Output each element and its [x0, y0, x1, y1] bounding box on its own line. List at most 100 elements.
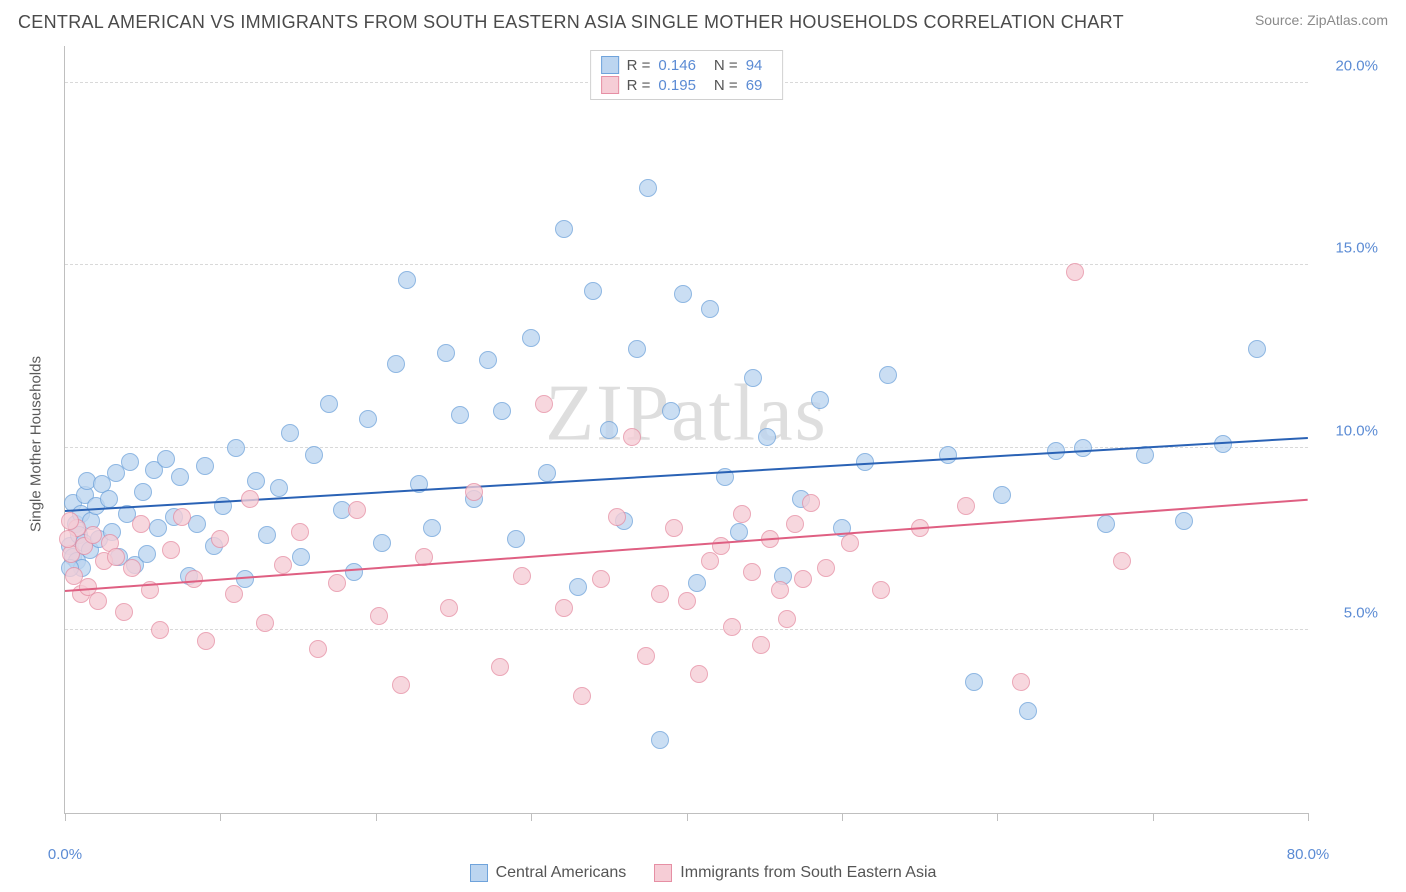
data-point — [84, 526, 102, 544]
data-point — [373, 534, 391, 552]
chart-title: CENTRAL AMERICAN VS IMMIGRANTS FROM SOUT… — [18, 12, 1124, 33]
series-legend: Central AmericansImmigrants from South E… — [0, 864, 1406, 882]
data-point — [743, 563, 761, 581]
data-point — [134, 483, 152, 501]
data-point — [639, 179, 657, 197]
data-point — [188, 515, 206, 533]
legend-row: R =0.195N =69 — [601, 75, 773, 95]
data-point — [723, 618, 741, 636]
data-point — [123, 559, 141, 577]
x-tick — [1308, 813, 1309, 821]
r-label: R = — [627, 57, 651, 74]
data-point — [227, 439, 245, 457]
data-point — [730, 523, 748, 541]
legend-swatch — [654, 864, 672, 882]
data-point — [817, 559, 835, 577]
data-point — [281, 424, 299, 442]
legend-label: Immigrants from South Eastern Asia — [680, 864, 936, 882]
data-point — [993, 486, 1011, 504]
legend-swatch — [601, 56, 619, 74]
data-point — [1019, 702, 1037, 720]
data-point — [690, 665, 708, 683]
data-point — [957, 497, 975, 515]
data-point — [879, 366, 897, 384]
data-point — [241, 490, 259, 508]
y-tick-label: 15.0% — [1335, 240, 1378, 257]
r-value: 0.146 — [658, 57, 696, 74]
data-point — [688, 574, 706, 592]
data-point — [662, 402, 680, 420]
data-point — [1074, 439, 1092, 457]
data-point — [555, 599, 573, 617]
data-point — [555, 220, 573, 238]
data-point — [786, 515, 804, 533]
data-point — [100, 490, 118, 508]
data-point — [651, 731, 669, 749]
scatter-plot: ZIPatlas R =0.146N =94R =0.195N =69 5.0%… — [64, 46, 1308, 814]
data-point — [345, 563, 363, 581]
data-point — [744, 369, 762, 387]
source-label: Source: ZipAtlas.com — [1255, 12, 1388, 28]
data-point — [1248, 340, 1266, 358]
data-point — [841, 534, 859, 552]
y-axis-label: Single Mother Households — [28, 356, 45, 532]
data-point — [149, 519, 167, 537]
r-value: 0.195 — [658, 77, 696, 94]
data-point — [712, 537, 730, 555]
data-point — [359, 410, 377, 428]
data-point — [440, 599, 458, 617]
x-tick — [531, 813, 532, 821]
data-point — [258, 526, 276, 544]
data-point — [1066, 263, 1084, 281]
data-point — [674, 285, 692, 303]
data-point — [491, 658, 509, 676]
data-point — [309, 640, 327, 658]
data-point — [1113, 552, 1131, 570]
gridline — [65, 264, 1308, 265]
data-point — [107, 548, 125, 566]
data-point — [173, 508, 191, 526]
data-point — [628, 340, 646, 358]
data-point — [758, 428, 776, 446]
data-point — [569, 578, 587, 596]
data-point — [623, 428, 641, 446]
x-tick — [220, 813, 221, 821]
data-point — [465, 483, 483, 501]
data-point — [451, 406, 469, 424]
data-point — [538, 464, 556, 482]
data-point — [507, 530, 525, 548]
legend-swatch — [470, 864, 488, 882]
data-point — [811, 391, 829, 409]
data-point — [305, 446, 323, 464]
data-point — [398, 271, 416, 289]
data-point — [320, 395, 338, 413]
x-tick — [687, 813, 688, 821]
data-point — [1012, 673, 1030, 691]
data-point — [584, 282, 602, 300]
data-point — [592, 570, 610, 588]
data-point — [225, 585, 243, 603]
data-point — [794, 570, 812, 588]
data-point — [274, 556, 292, 574]
x-tick-label: 80.0% — [1287, 846, 1330, 863]
data-point — [196, 457, 214, 475]
data-point — [348, 501, 366, 519]
data-point — [392, 676, 410, 694]
data-point — [270, 479, 288, 497]
data-point — [138, 545, 156, 563]
data-point — [513, 567, 531, 585]
data-point — [423, 519, 441, 537]
y-tick-label: 10.0% — [1335, 422, 1378, 439]
data-point — [733, 505, 751, 523]
data-point — [651, 585, 669, 603]
data-point — [247, 472, 265, 490]
data-point — [171, 468, 189, 486]
x-tick — [376, 813, 377, 821]
data-point — [752, 636, 770, 654]
data-point — [802, 494, 820, 512]
data-point — [292, 548, 310, 566]
data-point — [771, 581, 789, 599]
x-tick — [1153, 813, 1154, 821]
data-point — [493, 402, 511, 420]
data-point — [608, 508, 626, 526]
